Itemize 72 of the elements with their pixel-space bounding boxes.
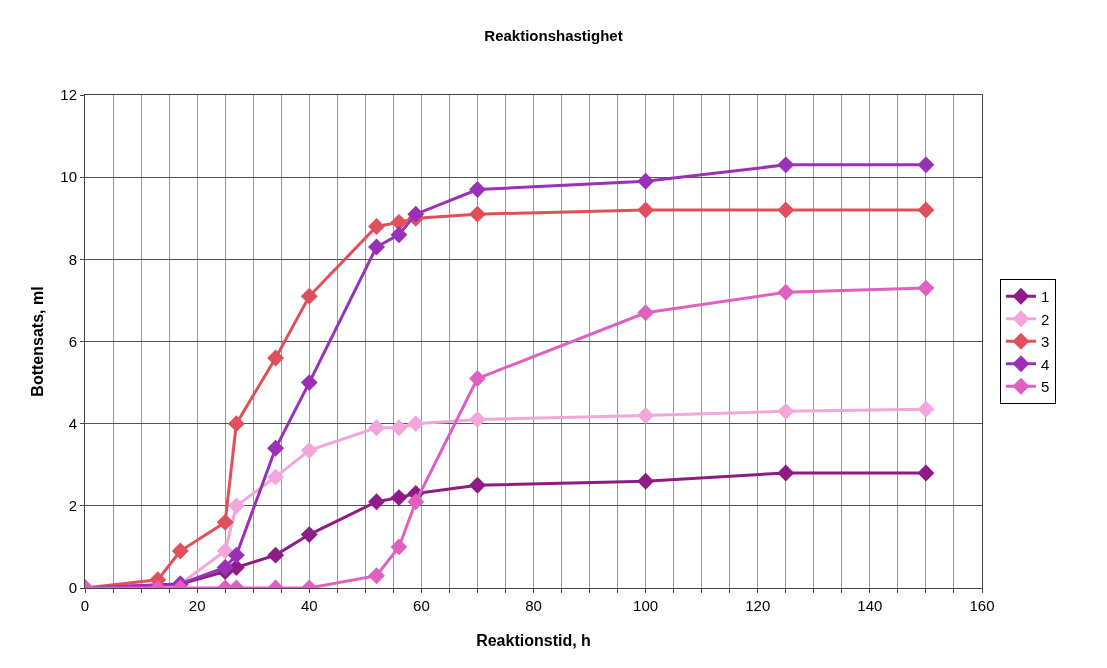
point <box>300 441 318 459</box>
point <box>216 513 234 531</box>
y-tick-label: 2 <box>68 497 77 515</box>
y-tick-label: 0 <box>68 579 77 597</box>
y-tick-label: 12 <box>60 86 77 104</box>
legend-label: 5 <box>1040 378 1050 396</box>
point <box>227 497 245 515</box>
point <box>637 201 655 219</box>
x-tick-label: 140 <box>857 597 883 614</box>
point <box>407 415 425 433</box>
point <box>216 559 234 576</box>
point <box>637 407 655 424</box>
point <box>917 400 935 418</box>
point <box>777 402 795 420</box>
y-tick-label: 10 <box>60 168 77 186</box>
point <box>368 567 385 585</box>
point <box>368 493 385 511</box>
x-tick-label: 160 <box>969 597 995 614</box>
point <box>777 283 795 301</box>
x-tick-label: 80 <box>525 597 542 614</box>
point <box>267 546 285 564</box>
point <box>777 464 795 482</box>
point <box>777 201 795 219</box>
point <box>390 489 408 507</box>
point <box>917 464 935 482</box>
x-tick-label: 0 <box>80 597 90 614</box>
point <box>637 304 655 322</box>
legend-label: 4 <box>1040 355 1050 373</box>
legend-label: 2 <box>1040 310 1050 328</box>
x-tick-label: 20 <box>188 597 206 614</box>
point <box>300 287 318 305</box>
point <box>777 156 795 174</box>
point <box>171 542 189 560</box>
point <box>390 538 408 556</box>
point <box>637 472 655 490</box>
x-axis-title: Reaktionstid, h <box>476 632 591 649</box>
point <box>368 419 385 437</box>
legend-label: 3 <box>1040 333 1050 351</box>
point <box>917 201 935 219</box>
y-tick-label: 4 <box>68 414 77 432</box>
point <box>468 411 486 429</box>
point <box>390 213 408 231</box>
point <box>637 172 655 190</box>
point <box>227 415 245 433</box>
y-tick-label: 6 <box>68 332 77 350</box>
point <box>468 205 486 223</box>
x-tick-label: 60 <box>413 597 430 614</box>
legend-label: 1 <box>1040 288 1050 306</box>
point <box>216 542 234 560</box>
x-tick-label: 40 <box>300 597 318 614</box>
point <box>300 374 318 392</box>
y-axis-title: Bottensats, ml <box>29 286 46 397</box>
point <box>390 226 408 244</box>
point <box>407 493 425 511</box>
chart-title: Reaktionshastighet <box>484 26 623 44</box>
point <box>368 218 385 235</box>
y-tick-label: 8 <box>68 250 77 268</box>
point <box>267 439 285 457</box>
x-tick-label: 100 <box>633 597 659 614</box>
point <box>407 205 425 223</box>
point <box>227 546 245 564</box>
point <box>368 238 385 256</box>
point <box>267 468 285 486</box>
x-tick-label: 120 <box>745 597 771 614</box>
point <box>468 476 486 494</box>
point <box>267 349 285 367</box>
point <box>917 279 935 297</box>
point <box>468 181 486 198</box>
point <box>300 526 318 544</box>
point <box>468 370 486 387</box>
point <box>917 156 935 174</box>
point <box>390 419 408 437</box>
